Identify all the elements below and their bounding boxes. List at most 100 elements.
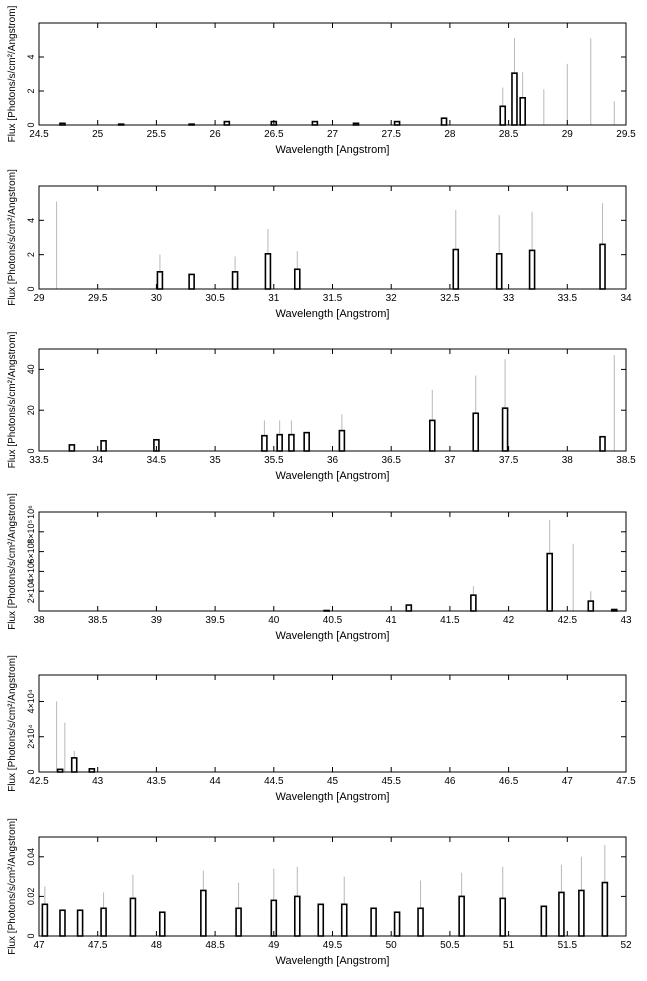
x-tick-label: 43	[92, 776, 104, 787]
flux-bar	[511, 72, 518, 126]
x-tick-label: 31	[268, 293, 280, 304]
y-axis-label: Flux [Photons/s/cm²/Angstrom]	[7, 5, 18, 142]
flux-bar	[188, 273, 195, 290]
flux-bar	[276, 433, 283, 452]
flux-bar	[458, 895, 465, 937]
flux-bar	[495, 253, 503, 290]
flux-bar	[340, 903, 348, 937]
x-tick-label: 42.5	[29, 776, 49, 787]
plot-frame	[38, 674, 627, 773]
x-tick-label: 28.5	[499, 129, 519, 140]
flux-bar	[587, 600, 595, 612]
x-tick-label: 35.5	[264, 455, 284, 466]
flux-bar	[601, 881, 609, 937]
x-tick-label: 44	[210, 776, 222, 787]
flux-bar	[41, 903, 49, 937]
y-axis-label: Flux [Photons/s/cm²/Angstrom]	[7, 818, 18, 955]
x-tick-label: 35	[210, 455, 222, 466]
x-tick-label: 39	[151, 615, 163, 626]
x-tick-label: 45	[327, 776, 339, 787]
x-tick-label: 26.5	[264, 129, 284, 140]
x-tick-label: 52	[620, 940, 632, 951]
y-tick-label: 0	[26, 286, 36, 291]
y-tick-label: 4×10⁵	[26, 559, 36, 583]
x-tick-label: 38.5	[88, 615, 108, 626]
x-tick-label: 41	[386, 615, 398, 626]
flux-bar	[558, 891, 565, 937]
flux-bar	[235, 907, 242, 937]
x-tick-label: 50	[386, 940, 398, 951]
x-axis-label: Wavelength [Angstrom]	[276, 791, 390, 803]
flux-bar	[231, 271, 239, 290]
flux-bar	[261, 434, 268, 452]
x-tick-label: 36.5	[381, 455, 401, 466]
y-tick-label: 2×10⁵	[26, 579, 36, 603]
x-tick-label: 41.5	[440, 615, 460, 626]
flux-bar	[440, 117, 448, 126]
flux-bar	[540, 905, 548, 937]
y-tick-label: 0.04	[26, 848, 36, 866]
x-tick-label: 25.5	[147, 129, 167, 140]
x-tick-label: 32	[386, 293, 398, 304]
flux-bar	[470, 594, 477, 612]
flux-bar	[200, 889, 207, 937]
x-axis-label: Wavelength [Angstrom]	[276, 630, 390, 642]
y-tick-label: 8×10⁵	[26, 520, 36, 544]
x-tick-label: 40.5	[323, 615, 343, 626]
flux-bar	[158, 911, 166, 937]
flux-bar	[393, 911, 401, 937]
x-tick-label: 45.5	[381, 776, 401, 787]
x-tick-label: 48	[151, 940, 163, 951]
flux-bar	[264, 253, 272, 290]
x-tick-label: 49	[268, 940, 280, 951]
y-tick-label: 2	[26, 252, 36, 257]
chart-panel-2: 29 29.5 30 30.5 31 31.5 32 32.5 33 33.5 34 0 2 4 Wavel…	[7, 169, 632, 320]
x-tick-label: 27.5	[381, 129, 401, 140]
y-tick-label: 4×10⁴	[26, 689, 36, 713]
x-tick-label: 37.5	[499, 455, 519, 466]
plot-frame	[38, 185, 627, 290]
flux-bar	[599, 435, 606, 452]
x-tick-label: 31.5	[323, 293, 343, 304]
x-tick-label: 38.5	[616, 455, 636, 466]
y-tick-label: 4	[26, 54, 36, 59]
flux-bar	[370, 907, 377, 937]
chart-panel-1: 24.5 25 25.5 26 26.5 27 27.5 28 28.5 29 29.5 0 2 4 Wav…	[7, 5, 636, 156]
flux-bar	[599, 243, 606, 290]
x-tick-label: 42	[503, 615, 515, 626]
plot-frame	[38, 22, 627, 126]
flux-bar	[59, 909, 66, 937]
x-tick-label: 39.5	[205, 615, 225, 626]
x-tick-label: 51	[503, 940, 515, 951]
flux-bar	[129, 897, 137, 937]
y-axis-label: Flux [Photons/s/cm²/Angstrom]	[7, 169, 18, 306]
flux-bar	[293, 895, 301, 937]
x-tick-label: 37	[444, 455, 456, 466]
flux-bar	[223, 120, 231, 126]
y-tick-label: 40	[26, 364, 36, 374]
x-tick-label: 32.5	[440, 293, 460, 304]
x-tick-label: 24.5	[29, 129, 49, 140]
flux-bar	[317, 903, 325, 937]
flux-bar	[156, 271, 164, 290]
x-tick-label: 34.5	[147, 455, 167, 466]
x-tick-label: 47	[33, 940, 45, 951]
x-tick-label: 33.5	[29, 455, 49, 466]
x-tick-label: 25	[92, 129, 104, 140]
flux-bar	[452, 248, 460, 290]
x-axis-label: Wavelength [Angstrom]	[276, 955, 390, 967]
x-tick-label: 44.5	[264, 776, 284, 787]
x-tick-label: 42.5	[558, 615, 578, 626]
plot-frame	[38, 348, 627, 452]
x-tick-label: 34	[92, 455, 104, 466]
y-tick-label: 0	[26, 448, 36, 453]
flux-bar	[428, 419, 436, 452]
x-tick-label: 40	[268, 615, 280, 626]
x-tick-label: 43.5	[147, 776, 167, 787]
x-tick-label: 29.5	[616, 129, 636, 140]
flux-bar	[528, 249, 536, 290]
flux-bar	[472, 412, 480, 452]
flux-bar	[76, 909, 84, 937]
y-tick-label: 0	[26, 122, 36, 127]
